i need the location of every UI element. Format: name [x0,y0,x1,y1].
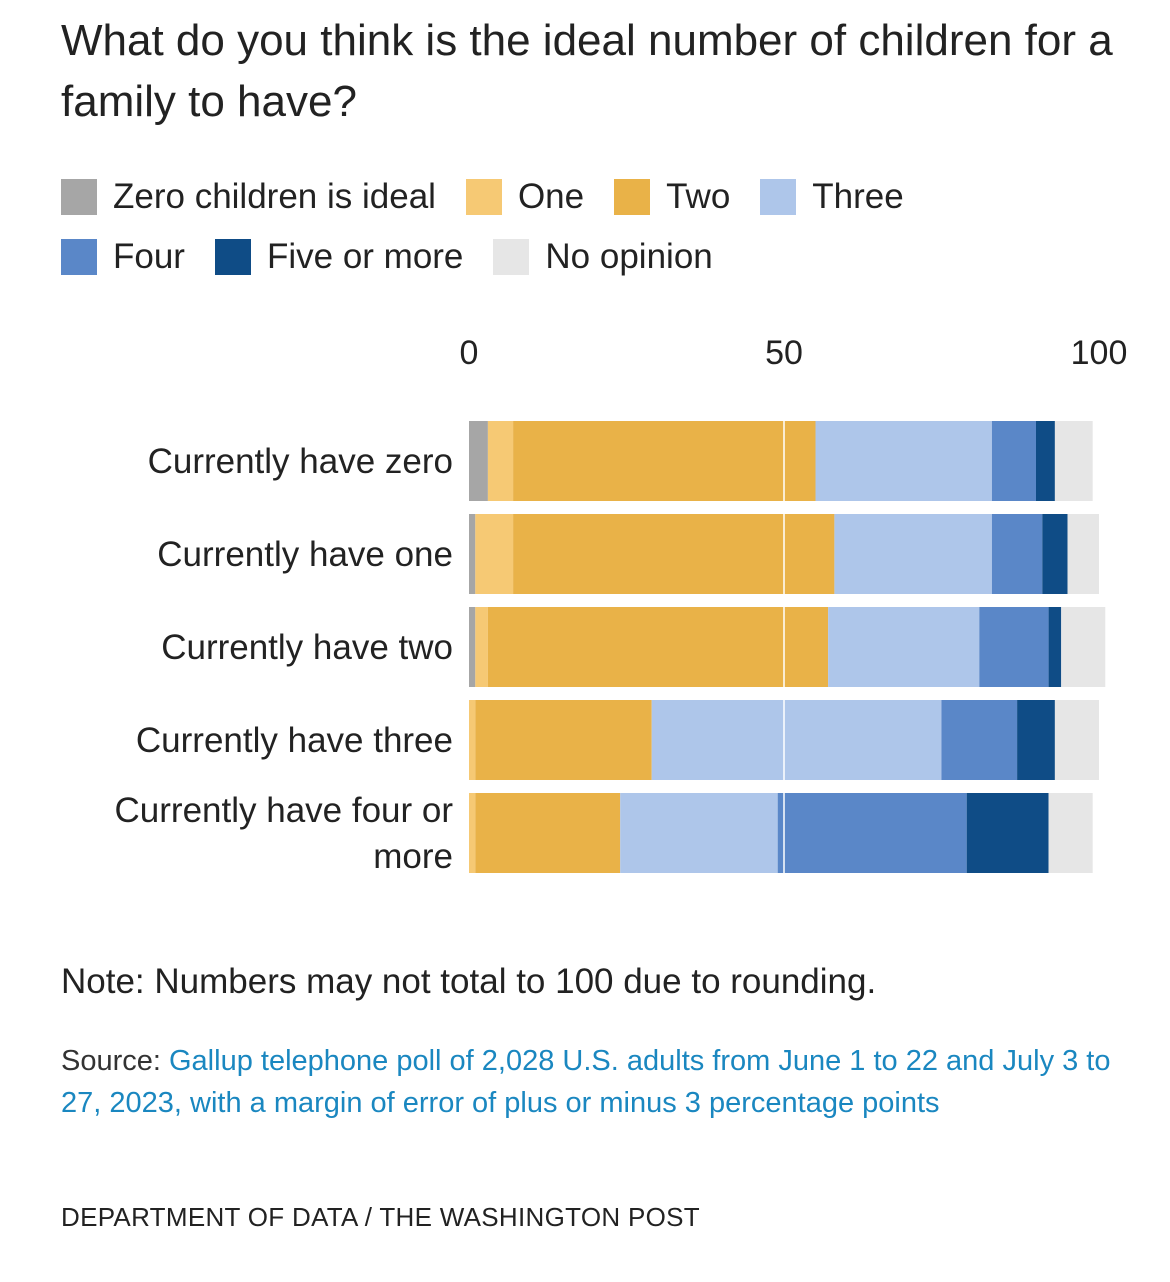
bar-segment-two [487,607,829,687]
bar-segment-one [469,700,476,780]
x-tick-label: 50 [765,334,803,372]
category-label: Currently have four or [115,791,454,830]
bar-segment-two [513,514,835,594]
legend-label-four: Four [113,237,185,276]
bar-segment-two [513,421,816,501]
category-label: more [373,837,453,876]
bar-segment-no-opinion [1061,607,1106,687]
legend-row-2: Four Five or more No opinion [61,236,1121,278]
bar-segment-two [475,793,621,873]
x-tick-label: 0 [460,334,479,372]
category-label: Currently have zero [148,442,453,481]
stacked-bar-chart: 0 50 100 Currently have zero Currently have … [115,334,1128,876]
bar-segment-three [828,607,980,687]
bar-segment-zero-children-is-ideal [469,607,476,687]
bar-segment-five-or-more [966,793,1049,873]
bar-segment-three [651,700,942,780]
bar-segment-one [469,793,476,873]
legend-item-two: Two [614,177,730,217]
bar-segment-four [991,514,1043,594]
credit-line: DEPARTMENT OF DATA / THE WASHINGTON POST [61,1202,700,1232]
bar-segment-five-or-more [1017,700,1055,780]
chart-title: What do you think is the ideal number of… [61,16,1113,126]
source-prefix: Source: [61,1045,169,1077]
bar-segment-five-or-more [1036,421,1055,501]
legend-label-no-opinion: No opinion [545,237,713,276]
category-label: Currently have one [157,535,453,574]
bar-segment-no-opinion [1054,700,1099,780]
bar-segment-four [991,421,1036,501]
legend-item-zero: Zero children is ideal [61,177,436,217]
legend-swatch-four [61,239,97,275]
bar-segment-five-or-more [1048,607,1062,687]
bar-segment-one [475,607,488,687]
bar-segment-three [620,793,778,873]
bar-segment-no-opinion [1054,421,1093,501]
category-label: Currently have two [161,628,453,667]
x-tick-label: 100 [1071,334,1128,372]
bar-segment-zero-children-is-ideal [469,421,488,501]
legend-item-one: One [465,177,585,217]
legend-item-three: Three [760,177,904,217]
legend-label-zero: Zero children is ideal [113,177,436,216]
note-text: Note: Numbers may not total to 100 due t… [61,962,877,1001]
legend-item-five-or-more: Five or more [214,237,464,277]
bar-segment-zero-children-is-ideal [469,514,476,594]
source-text: Source: Gallup telephone poll of 2,028 U… [61,1040,1121,1124]
legend-swatch-one [465,179,502,215]
legend-label-five-or-more: Five or more [266,237,464,276]
legend-swatch-zero [61,179,97,215]
bar-segment-one [475,514,514,594]
category-label: Currently have three [136,721,453,760]
bar-segment-two [475,700,652,780]
bar-segment-three [815,421,992,501]
legend-label-one: One [517,177,585,216]
legend: Zero children is ideal One Two Three Fou… [61,176,1121,296]
bar-segment-three [834,514,992,594]
bar-segment-no-opinion [1048,793,1093,873]
bar-segment-four [941,700,1018,780]
legend-item-no-opinion: No opinion [493,237,713,277]
bar-segment-five-or-more [1042,514,1068,594]
bar-segment-four [777,793,967,873]
legend-swatch-two [614,179,651,215]
bar-segment-four [979,607,1049,687]
legend-item-four: Four [61,237,185,277]
legend-label-two: Two [666,177,731,216]
legend-row-1: Zero children is ideal One Two Three [61,176,1121,218]
bar-segment-no-opinion [1067,514,1099,594]
legend-label-three: Three [812,177,904,216]
bar-segment-one [487,421,514,501]
legend-swatch-three [760,179,797,215]
legend-swatch-no-opinion [493,239,530,275]
source-link[interactable]: Gallup telephone poll of 2,028 U.S. adul… [61,1045,1111,1119]
legend-swatch-five-or-more [214,239,251,275]
